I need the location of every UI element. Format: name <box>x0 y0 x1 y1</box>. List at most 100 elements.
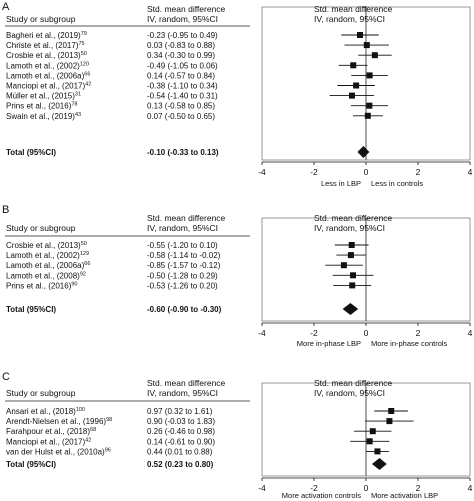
favours-right-label: More in-phase controls <box>371 339 448 348</box>
study-name-text: Manciopi et al., (2017) <box>6 82 85 91</box>
study-point-estimate <box>349 282 356 289</box>
study-reference: 68 <box>90 427 96 433</box>
total-effect-text: -0.60 (-0.90 to -0.30) <box>147 305 222 314</box>
study-reference: 42 <box>85 82 91 88</box>
study-name-text: van der Hulst et al., (2010a) <box>6 447 105 456</box>
study-point-estimate <box>357 32 364 38</box>
study-name-text: Lamoth et al., (2002) <box>6 61 80 70</box>
study-reference: 75 <box>78 41 84 47</box>
study-effect-text: -0.38 (-1.10 to 0.34) <box>147 82 218 91</box>
study-name: Swain et al., (2019)43 <box>6 112 81 121</box>
study-name-text: Prins et al., (2016) <box>6 281 72 290</box>
study-effect-text: 0.14 (-0.61 to 0.90) <box>147 437 215 446</box>
study-name-text: Farahpour et al., (2018) <box>6 427 90 436</box>
study-effect-text: 0.03 (-0.83 to 0.88) <box>147 41 215 50</box>
total-diamond <box>342 303 359 315</box>
x-tick-label: -4 <box>258 328 266 338</box>
study-name: Christe et al., (2017)75 <box>6 41 85 50</box>
study-name: Lamoth et al., (2006a)66 <box>6 261 90 270</box>
study-effect-text: 0.44 (0.01 to 0.88) <box>147 447 213 456</box>
study-effect-text: -0.23 (-0.95 to 0.49) <box>147 31 218 40</box>
study-name-text: Swain et al., (2019) <box>6 112 75 121</box>
study-effect-text: 0.26 (-0.46 to 0.98) <box>147 427 215 436</box>
total-effect-text: 0.52 (0.23 to 0.80) <box>147 460 214 469</box>
col-header-effect-line2: IV, random, 95%CI <box>147 223 218 233</box>
study-reference: 43 <box>75 112 81 118</box>
total-effect-text: -0.10 (-0.33 to 0.13) <box>147 148 219 157</box>
study-point-estimate <box>347 252 354 259</box>
study-effect-text: 0.90 (-0.03 to 1.83) <box>147 417 215 426</box>
col-header-study: Study or subgroup <box>6 388 76 398</box>
study-name-text: Ansari et al., (2018) <box>6 407 76 416</box>
study-reference: 50 <box>81 241 87 247</box>
study-name: Ansari et al., (2018)100 <box>6 407 85 416</box>
x-tick-label: -2 <box>310 328 318 338</box>
study-name: Bagheri et al., (2019)79 <box>6 31 87 40</box>
study-effect-text: 0.14 (-0.57 to 0.84) <box>147 71 215 80</box>
x-tick-label: 2 <box>416 167 421 177</box>
x-tick-label: 2 <box>416 328 421 338</box>
panel-label: C <box>2 371 10 383</box>
study-point-estimate <box>353 82 360 89</box>
study-name: Crosbie et al., (2013)50 <box>6 241 87 250</box>
study-effect-text: 0.07 (-0.50 to 0.65) <box>147 112 215 121</box>
study-name-text: Crosbie et al., (2013) <box>6 241 81 250</box>
study-name-text: Lamoth et al., (2006a) <box>6 261 85 270</box>
study-effect-text: 0.34 (-0.30 to 0.99) <box>147 51 215 60</box>
study-point-estimate <box>364 112 371 119</box>
x-tick-label: -4 <box>258 483 266 493</box>
study-effect-text: -0.53 (-1.26 to 0.20) <box>147 281 218 290</box>
favours-right-label: Less in controls <box>371 179 423 188</box>
study-point-estimate <box>369 428 376 435</box>
study-name-text: Lamoth et al., (2002) <box>6 251 80 260</box>
x-tick-label: 2 <box>416 483 421 493</box>
total-label: Total (95%CI) <box>6 305 56 314</box>
panel-label: B <box>2 204 9 216</box>
col-header-effect-line1: Std. mean difference <box>147 213 226 223</box>
study-reference: 31 <box>75 92 81 98</box>
study-reference: 66 <box>84 71 90 77</box>
study-name: Müller et al., (2015)31 <box>6 92 81 101</box>
study-effect-text: -0.58 (-1.14 to -0.02) <box>147 251 221 260</box>
panel-label: A <box>2 1 10 13</box>
study-reference: 96 <box>105 447 111 453</box>
col-header-effect-line2: IV, random, 95%CI <box>147 388 218 398</box>
study-name-text: Lamoth et al., (2008) <box>6 271 80 280</box>
study-point-estimate <box>386 418 393 425</box>
x-tick-label: 4 <box>468 167 473 177</box>
study-reference: 50 <box>81 51 87 57</box>
col-header-plot-line2: IV, random, 95%CI <box>314 388 385 398</box>
study-reference: 90 <box>71 281 77 287</box>
x-tick-label: -4 <box>258 167 266 177</box>
study-effect-text: -0.54 (-1.40 to 0.31) <box>147 92 218 101</box>
study-reference: 120 <box>80 61 89 67</box>
study-point-estimate <box>340 262 347 269</box>
study-name: Crosbie et al., (2013)50 <box>6 51 87 60</box>
study-name: Lamoth et al., (2002)129 <box>6 251 89 260</box>
study-point-estimate <box>350 62 357 69</box>
study-reference: 100 <box>76 407 85 413</box>
favours-right-label: More activation LBP <box>371 491 438 500</box>
study-reference: 66 <box>84 261 90 267</box>
study-name-text: Bagheri et al., (2019) <box>6 31 81 40</box>
col-header-effect-line1: Std. mean difference <box>147 378 226 388</box>
study-name-text: Arendt-Nielsen et al., (1996) <box>6 417 106 426</box>
col-header-plot-line1: Std. mean difference <box>314 4 393 14</box>
study-point-estimate <box>348 92 355 99</box>
col-header-study: Study or subgroup <box>6 14 76 24</box>
col-header-plot-line2: IV, random, 95%CI <box>314 223 385 233</box>
col-header-effect-line2: IV, random, 95%CI <box>147 14 218 24</box>
x-tick-label: 4 <box>468 328 473 338</box>
study-effect-text: -0.85 (-1.57 to -0.12) <box>147 261 221 270</box>
favours-left-label: Less in LBP <box>321 179 361 188</box>
x-tick-label: 4 <box>468 483 473 493</box>
study-reference: 98 <box>106 417 112 423</box>
col-header-study: Study or subgroup <box>6 223 76 233</box>
x-tick-label: -2 <box>310 167 318 177</box>
study-reference: 78 <box>71 102 77 108</box>
col-header-effect-line1: Std. mean difference <box>147 4 226 14</box>
study-effect-text: 0.97 (0.32 to 1.61) <box>147 407 213 416</box>
total-diamond <box>371 458 387 470</box>
study-point-estimate <box>366 438 373 445</box>
